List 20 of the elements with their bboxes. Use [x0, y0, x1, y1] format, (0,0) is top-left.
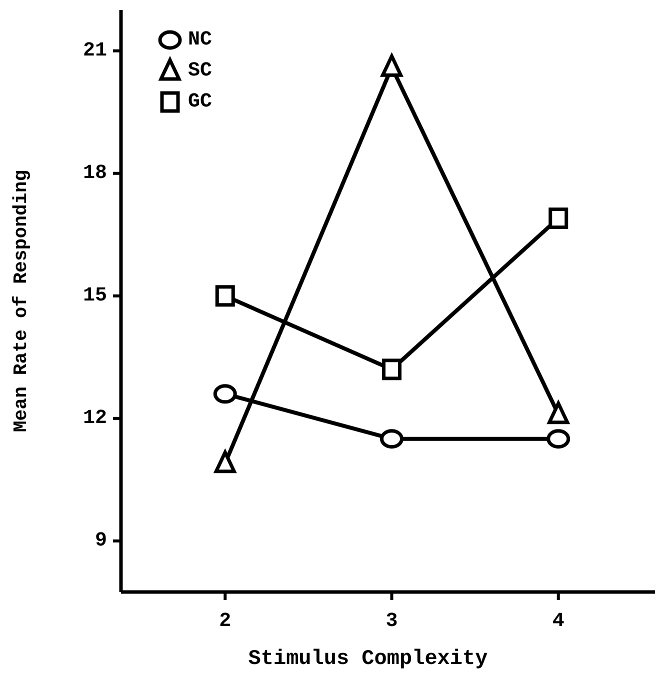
y-tick-label: 9 [94, 529, 107, 552]
point [382, 358, 402, 380]
point [215, 285, 235, 307]
legend-label: NC [188, 28, 212, 52]
y-tick-label: 15 [82, 284, 107, 308]
legend-label: SC [188, 60, 212, 82]
y-tick-label: 18 [82, 162, 107, 185]
y-tick-label: 21 [82, 39, 107, 62]
point [548, 208, 568, 230]
x-axis-title: Stimulus Complexity [248, 648, 488, 671]
point [546, 429, 570, 449]
y-tick-label: 12 [82, 406, 107, 430]
y-axis-title: Mean Rate of Responding [10, 170, 32, 432]
x-tick-label: 2 [219, 610, 232, 633]
x-tick-label: 3 [386, 610, 398, 633]
point [381, 54, 402, 77]
point [380, 429, 404, 449]
point [213, 384, 237, 404]
x-tick-label: 4 [552, 610, 564, 633]
legend-label: GC [188, 90, 212, 114]
